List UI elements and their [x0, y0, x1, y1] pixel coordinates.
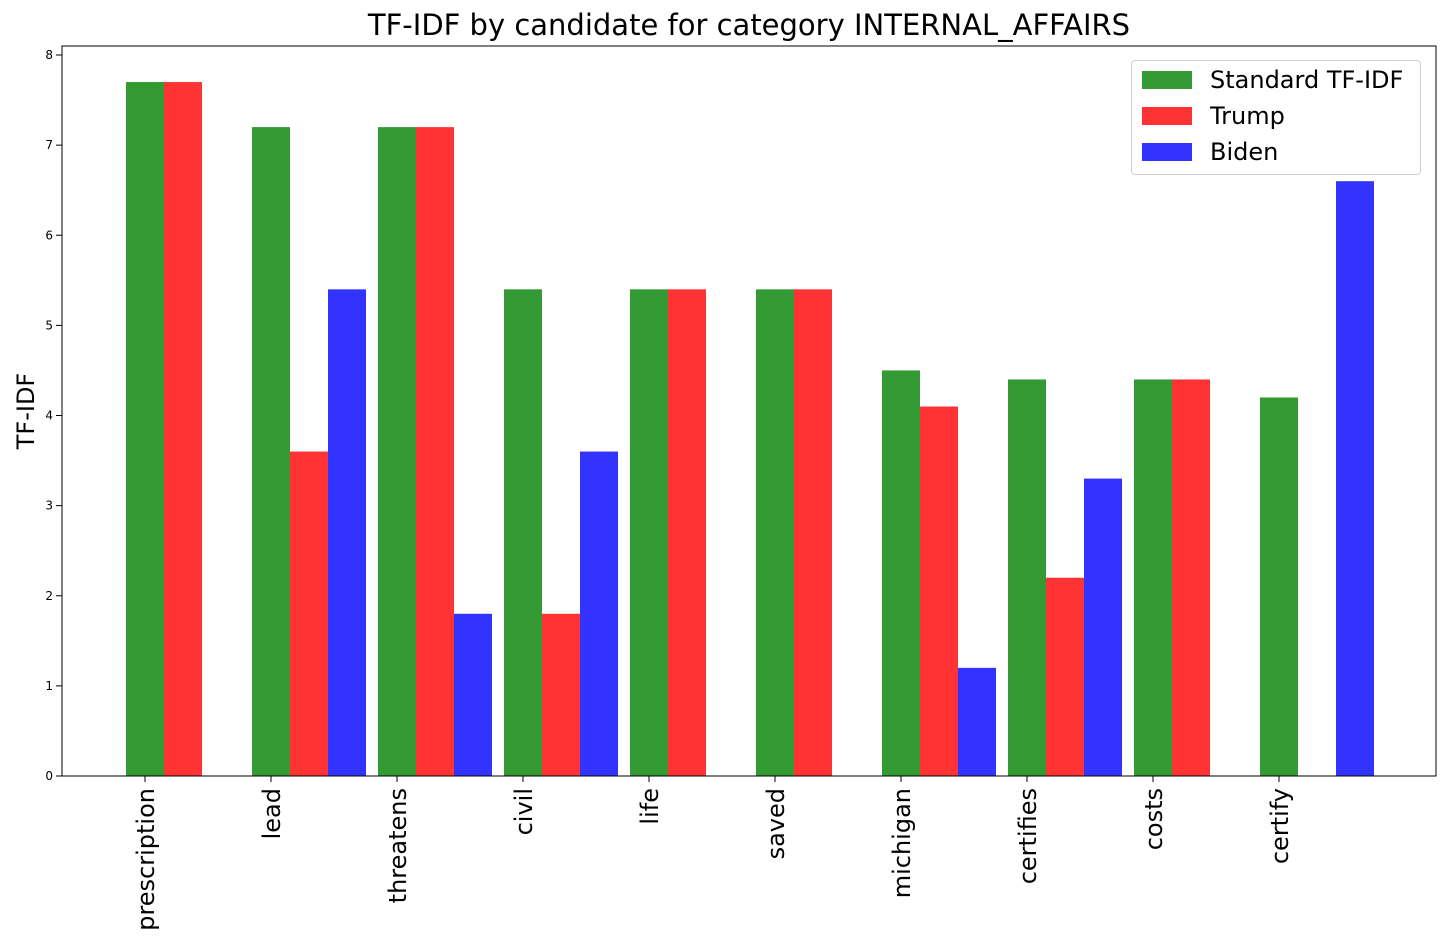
x-tick-label-certify: certify	[1266, 788, 1294, 864]
bar-biden-civil	[580, 451, 618, 776]
bar-standard-tf-idf-certify	[1260, 397, 1298, 776]
y-tick-label-4: 4	[45, 409, 53, 423]
bar-biden-michigan	[958, 667, 996, 776]
legend-swatch-biden	[1142, 143, 1192, 161]
plot-frame	[61, 45, 1437, 777]
x-tick-label-michigan: michigan	[888, 788, 916, 898]
y-tick-label-2: 2	[45, 589, 53, 603]
bar-trump-costs	[1172, 379, 1210, 776]
bar-standard-tf-idf-lead	[252, 127, 290, 777]
y-tick-label-5: 5	[45, 318, 53, 332]
x-tick-label-civil: civil	[510, 788, 538, 835]
bar-trump-civil	[542, 613, 580, 776]
chart-title: TF-IDF by candidate for category INTERNA…	[367, 8, 1131, 42]
bar-trump-saved	[794, 289, 832, 776]
legend-item-trump: Trump	[1142, 101, 1285, 131]
y-axis-label: TF-IDF	[12, 373, 40, 451]
axes-layer: 0 1 2 3 4 5 6 7 8 prescription lead threatens civil l…	[45, 45, 1437, 931]
legend-swatch-standard	[1142, 71, 1192, 89]
bar-standard-tf-idf-prescription	[126, 82, 164, 777]
bar-standard-tf-idf-threatens	[378, 127, 416, 777]
legend-swatch-trump	[1142, 107, 1192, 125]
legend-label-trump: Trump	[1210, 102, 1285, 130]
bar-standard-tf-idf-saved	[756, 289, 794, 776]
bar-trump-michigan	[920, 406, 958, 776]
bars-layer	[126, 82, 1374, 777]
y-tick-label-0: 0	[45, 769, 53, 783]
y-tick-label-6: 6	[45, 228, 53, 242]
x-tick-label-costs: costs	[1140, 788, 1168, 850]
x-tick-label-threatens: threatens	[384, 788, 412, 903]
bar-standard-tf-idf-life	[630, 289, 668, 776]
bar-trump-certifies	[1046, 577, 1084, 776]
bar-standard-tf-idf-certifies	[1008, 379, 1046, 776]
legend-item-standard: Standard TF-IDF	[1142, 65, 1403, 95]
bar-trump-threatens	[416, 127, 454, 777]
y-tick-label-7: 7	[45, 138, 53, 152]
x-tick-label-certifies: certifies	[1014, 788, 1042, 884]
y-tick-label-3: 3	[45, 499, 53, 513]
bar-standard-tf-idf-civil	[504, 289, 542, 776]
x-tick-label-saved: saved	[762, 788, 790, 859]
legend-item-biden: Biden	[1142, 137, 1278, 167]
bar-trump-prescription	[164, 82, 202, 777]
bar-biden-threatens	[454, 613, 492, 776]
x-tick-label-life: life	[636, 788, 664, 825]
y-tick-label-8: 8	[45, 48, 53, 62]
legend-label-biden: Biden	[1210, 138, 1279, 166]
chart-legend: Standard TF-IDF Trump Biden	[1131, 60, 1421, 175]
y-tick-label-1: 1	[45, 679, 53, 693]
bar-biden-certify	[1336, 181, 1374, 776]
bar-biden-lead	[328, 289, 366, 776]
bar-trump-lead	[290, 451, 328, 776]
x-tick-label-lead: lead	[258, 788, 286, 839]
x-tick-label-prescription: prescription	[132, 788, 160, 931]
bar-standard-tf-idf-michigan	[882, 370, 920, 776]
bar-biden-certifies	[1084, 478, 1122, 776]
bar-standard-tf-idf-costs	[1134, 379, 1172, 776]
legend-label-standard: Standard TF-IDF	[1210, 66, 1404, 94]
bar-trump-life	[668, 289, 706, 776]
